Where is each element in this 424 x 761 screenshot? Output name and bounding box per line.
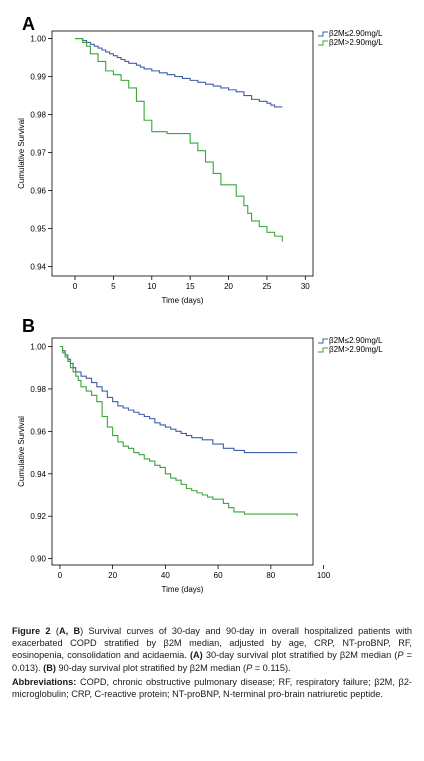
x-axis-title: Time (days) [162,585,204,594]
x-tick-label: 20 [224,282,233,291]
caption-main: Figure 2 (A, B) Survival curves of 30-da… [12,625,412,674]
x-tick-label: 100 [317,571,331,580]
x-tick-label: 30 [301,282,310,291]
caption-a-p-value: = 0.013). [12,650,412,673]
series-line-1 [75,38,283,108]
y-tick-label: 0.99 [30,73,46,82]
y-tick-label: 0.90 [30,555,46,564]
caption-main-text: Survival curves of 30-day and 90-day in … [12,626,412,661]
x-tick-label: 60 [214,571,223,580]
figure-2: A 0 5 10 15 20 25 30 0.94 0.95 0.96 0.97 0.98 0.99 1.0… [17,14,383,594]
x-tick-label: 0 [73,282,78,291]
y-tick-label: 0.94 [30,263,46,272]
panel-letter: B [22,316,35,336]
panel-a-chart: A 0 5 10 15 20 25 30 0.94 0.95 0.96 0.97 0.98 0.99 1.0… [17,14,383,305]
y-tick-label: 0.96 [30,427,46,436]
plot-frame [51,30,314,277]
panel-b-chart: B 0 20 40 60 80 100 0.90 0.92 0.94 0.96 0.98 1.00 Tim… [17,316,383,594]
y-tick-label: 0.97 [30,149,46,158]
caption-b-text: 90-day survival plot stratified by β2M m… [55,662,247,673]
y-tick-label: 0.95 [30,225,46,234]
legend-label: β2M>2.90mg/L [329,345,383,354]
y-tick-label: 1.00 [30,342,46,351]
x-tick-label: 80 [266,571,275,580]
panel-letter: A [22,14,35,34]
series-line-1 [59,345,298,454]
caption-b-label: (B) [43,662,56,673]
caption-b-p-value: = 0.115). [252,662,291,673]
y-axis-title: Cumulative Survival [17,118,26,189]
legend-label: β2M≤2.90mg/L [329,29,383,38]
legend-swatch [318,338,328,344]
y-tick-label: 0.92 [30,512,46,521]
y-tick-label: 0.98 [30,111,46,120]
legend-label: β2M≤2.90mg/L [329,336,383,345]
y-axis-title: Cumulative Survival [17,416,26,487]
x-tick-label: 40 [161,571,170,580]
y-tick-label: 0.98 [30,385,46,394]
caption-a-p: P [397,650,404,661]
caption-abbrev-text: COPD, chronic obstructive pulmonary dise… [12,676,412,700]
x-tick-label: 20 [108,571,117,580]
y-tick-label: 0.94 [30,470,46,479]
caption-paren-open: ( [50,626,59,636]
caption-a-text: 30-day survival plot stratified by β2M m… [202,650,398,661]
caption-figure-label: Figure 2 [12,626,51,636]
caption-abbrev-label: Abbreviations: [12,676,77,687]
y-tick-label: 0.96 [30,187,46,196]
caption-a-label: (A) [189,650,203,661]
y-tick-label: 1.00 [30,35,46,44]
x-tick-label: 25 [262,282,271,291]
figure-caption: Figure 2 (A, B) Survival curves of 30-da… [12,625,412,702]
caption-b-p: P [246,662,253,673]
caption-paren-close: ) [80,626,84,636]
legend-swatch [318,347,328,353]
plot-frame [51,337,314,566]
caption-panels: A, B [58,626,81,636]
x-tick-label: 15 [186,282,195,291]
legend-label: β2M>2.90mg/L [329,38,383,47]
x-tick-label: 5 [111,282,116,291]
x-tick-label: 10 [147,282,156,291]
caption-abbreviations: Abbreviations: COPD, chronic obstructive… [12,676,412,700]
legend-swatch [318,31,328,37]
x-axis-title: Time (days) [162,296,204,305]
x-tick-label: 0 [58,571,63,580]
legend-swatch [318,40,328,46]
series-line-2 [75,38,283,242]
series-line-2 [59,345,298,517]
